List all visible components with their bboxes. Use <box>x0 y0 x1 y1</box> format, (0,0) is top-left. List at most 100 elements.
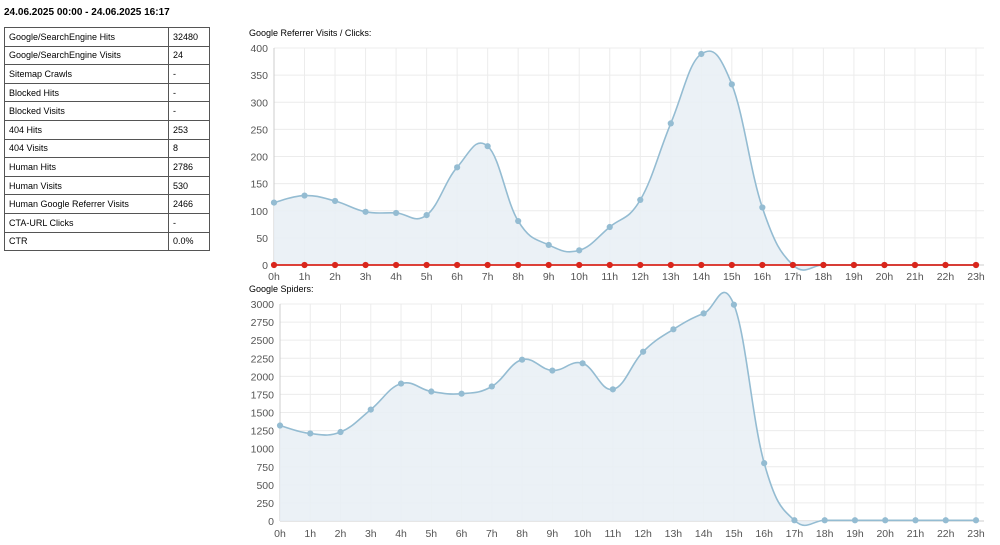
series-area <box>274 51 976 271</box>
x-tick-label: 0h <box>274 528 286 540</box>
x-tick-label: 19h <box>846 528 864 540</box>
data-point <box>667 120 674 127</box>
x-tick-label: 23h <box>967 271 985 283</box>
clicks-point <box>331 261 339 269</box>
x-tick-label: 1h <box>304 528 316 540</box>
data-point <box>942 517 949 524</box>
y-tick-label: 2750 <box>251 317 275 329</box>
x-tick-label: 8h <box>516 528 528 540</box>
clicks-point <box>362 261 369 269</box>
x-tick-label: 17h <box>786 528 804 540</box>
x-tick-label: 15h <box>725 528 743 540</box>
data-point <box>761 460 768 467</box>
x-tick-label: 5h <box>421 271 433 283</box>
data-point <box>301 192 308 199</box>
clicks-point <box>789 261 796 269</box>
y-tick-label: 200 <box>250 152 268 164</box>
y-tick-label: 1750 <box>251 389 275 401</box>
stats-row: Human Visits 530 <box>4 175 210 196</box>
data-point <box>367 406 374 413</box>
y-tick-label: 2000 <box>251 371 275 383</box>
y-tick-label: 50 <box>256 233 268 245</box>
data-point <box>730 301 738 308</box>
x-tick-label: 12h <box>631 271 649 283</box>
stat-value: 2466 <box>168 194 210 214</box>
series-area <box>280 292 976 526</box>
y-tick-label: 1000 <box>251 444 275 456</box>
y-tick-label: 100 <box>250 206 268 218</box>
x-tick-label: 13h <box>662 271 680 283</box>
data-point <box>454 164 461 171</box>
data-point <box>337 428 344 436</box>
stat-value: 530 <box>168 175 210 196</box>
referrer-chart-title: Google Referrer Visits / Clicks: <box>249 28 372 38</box>
clicks-point <box>392 261 400 269</box>
stat-value: 0.0% <box>168 231 210 252</box>
x-tick-label: 22h <box>937 528 955 540</box>
x-tick-label: 12h <box>634 528 652 540</box>
stats-row: CTA-URL Clicks - <box>4 212 210 233</box>
x-tick-label: 9h <box>543 271 555 283</box>
data-point <box>851 517 859 524</box>
stats-table: Google/SearchEngine Hits 32480 Google/Sear… <box>4 27 210 252</box>
data-point <box>270 199 278 206</box>
stats-row: Blocked Visits - <box>4 101 210 121</box>
clicks-point <box>606 261 613 269</box>
x-tick-label: 5h <box>425 528 437 540</box>
data-point <box>362 208 369 215</box>
x-tick-label: 6h <box>451 271 463 283</box>
x-tick-label: 22h <box>937 271 955 283</box>
stats-row: Sitemap Crawls - <box>4 64 210 84</box>
y-tick-label: 0 <box>268 516 274 528</box>
data-point <box>331 197 339 205</box>
y-tick-label: 250 <box>256 498 274 510</box>
x-tick-label: 13h <box>665 528 683 540</box>
y-tick-label: 400 <box>250 43 268 55</box>
data-point <box>882 517 889 524</box>
x-tick-label: 6h <box>456 528 468 540</box>
data-point <box>640 348 647 355</box>
y-tick-label: 150 <box>250 179 268 191</box>
data-point <box>579 360 586 367</box>
x-tick-label: 18h <box>815 271 833 283</box>
x-tick-label: 9h <box>547 528 559 540</box>
clicks-point <box>728 261 735 269</box>
clicks-point <box>301 261 308 269</box>
y-tick-label: 500 <box>256 480 274 492</box>
x-tick-label: 16h <box>755 528 773 540</box>
data-point <box>576 247 583 254</box>
clicks-point <box>850 261 858 269</box>
x-tick-label: 18h <box>816 528 834 540</box>
data-point <box>609 386 616 393</box>
data-point <box>307 430 314 437</box>
x-tick-label: 17h <box>784 271 802 283</box>
data-point <box>972 517 980 524</box>
data-point <box>549 367 556 374</box>
data-point <box>397 380 405 387</box>
clicks-point <box>911 261 919 269</box>
clicks-point <box>820 261 827 269</box>
clicks-point <box>942 261 949 269</box>
clicks-point <box>759 261 766 269</box>
chart-1: 0 250 500 750 1000 1250 1500 1750 2000 2250 2500 27… <box>251 291 985 540</box>
date-range: 24.06.2025 00:00 - 24.06.2025 16:17 <box>4 7 170 18</box>
clicks-point <box>698 261 705 269</box>
data-point <box>791 517 798 524</box>
data-point <box>670 326 677 333</box>
data-point <box>606 223 613 231</box>
clicks-point <box>637 261 644 269</box>
x-tick-label: 10h <box>574 528 592 540</box>
x-tick-label: 21h <box>906 271 924 283</box>
x-tick-label: 14h <box>695 528 713 540</box>
y-tick-label: 2500 <box>251 335 275 347</box>
y-tick-label: 1500 <box>251 408 275 420</box>
data-point <box>728 81 735 88</box>
y-tick-label: 750 <box>256 462 274 474</box>
data-point <box>700 310 707 317</box>
x-tick-label: 7h <box>486 528 498 540</box>
y-tick-label: 1250 <box>251 426 275 438</box>
data-point <box>759 204 766 211</box>
x-tick-label: 3h <box>365 528 377 540</box>
data-point <box>821 517 828 524</box>
